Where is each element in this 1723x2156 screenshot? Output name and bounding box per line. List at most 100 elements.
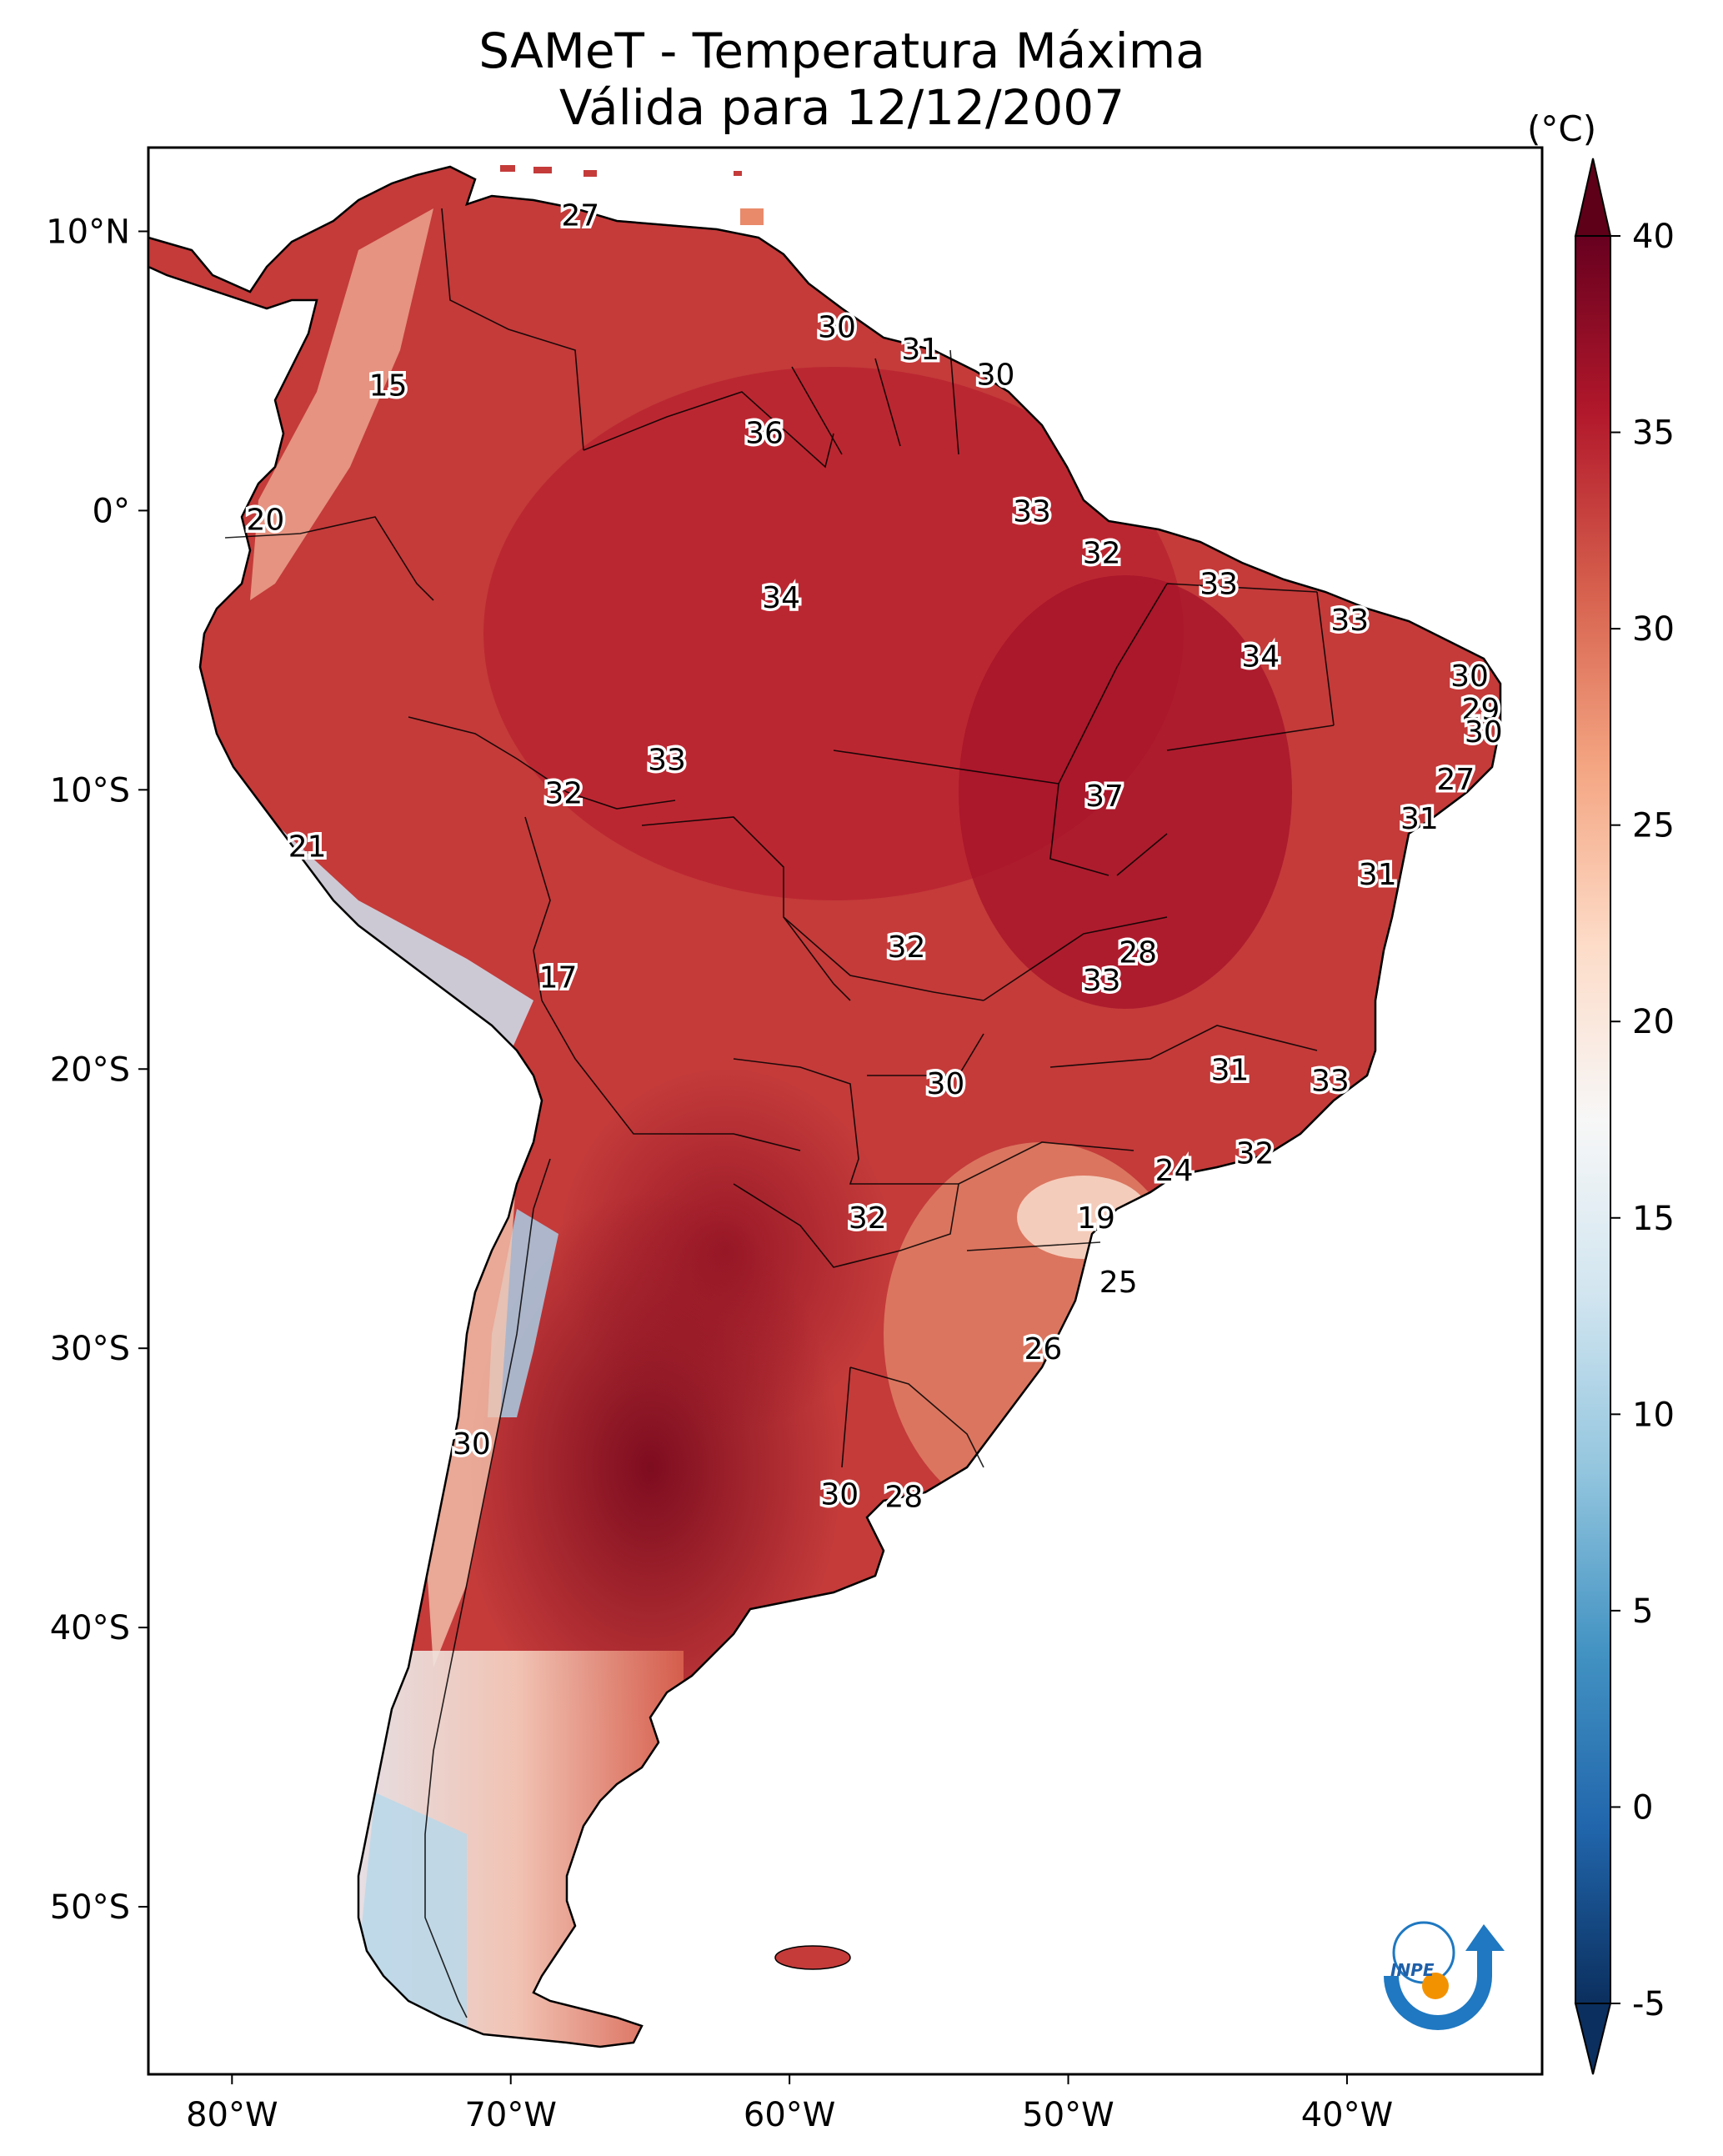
- border-bolivia-brazil: [641, 816, 851, 1001]
- temperature-label: 33: [1013, 494, 1051, 529]
- colorbar-tick-label: 35: [1632, 414, 1675, 453]
- colorbar-unit: (°C): [1527, 108, 1597, 149]
- temperature-label: 33: [1311, 1065, 1350, 1099]
- temperature-label: 31: [1400, 802, 1439, 836]
- temperature-label: 28: [884, 1481, 923, 1515]
- temperature-label: 30: [453, 1427, 491, 1462]
- temperature-label: 30: [926, 1067, 964, 1101]
- colorbar-body: [1575, 235, 1611, 2004]
- border-argentina-chile: [424, 1158, 551, 2018]
- temperature-label: 33: [648, 743, 686, 777]
- caribbean-islet: [584, 170, 597, 177]
- temperature-label: 30: [820, 1477, 859, 1512]
- hot-core-chaco: [558, 1067, 892, 1434]
- coastline: [147, 165, 1502, 2048]
- border-ecuador: [224, 516, 434, 601]
- inpe-logo: INPE: [1384, 1921, 1505, 2030]
- logo-text: INPE: [1390, 1960, 1435, 1980]
- colorbar-tick-label: 10: [1632, 1396, 1675, 1434]
- temperature-label: 26: [1024, 1332, 1063, 1366]
- border-venezuela-brazil: [583, 391, 834, 469]
- logo-sun: [1422, 1973, 1449, 1999]
- caribbean-islet: [500, 165, 515, 172]
- map-subtitle: Válida para 12/12/2007: [558, 79, 1125, 136]
- temperature-label: 32: [888, 930, 926, 965]
- colorbar: 40 35 30 25 20 15 10 5 0 -5: [1574, 158, 1675, 2075]
- temperature-label: 32: [1236, 1137, 1275, 1171]
- x-tick-label: 80°W: [186, 2096, 278, 2134]
- x-tick-label: 50°W: [1022, 2096, 1114, 2134]
- temperature-label: 31: [901, 333, 939, 367]
- colorbar-tick-label: 5: [1632, 1592, 1653, 1631]
- border-bolivia-south: [541, 1000, 801, 1151]
- y-tick-label: 10°N: [46, 213, 130, 251]
- colorbar-tick-label: 20: [1632, 1003, 1675, 1041]
- border-peru-bolivia: [524, 816, 551, 1001]
- hot-core-brazil: [959, 575, 1292, 1009]
- temperature-label: 25: [1099, 1266, 1138, 1300]
- temperature-label: 24: [1155, 1154, 1194, 1188]
- andes-cold-strip-central: [488, 1209, 558, 1417]
- y-axis: 10°N 0° 10°S 20°S 30°S 40°S 50°S: [46, 213, 148, 1927]
- temperature-label: 31: [1211, 1053, 1250, 1087]
- andes-warm-strip-north: [250, 208, 433, 600]
- border-brazil-states: [783, 583, 1335, 1251]
- caribbean-islet: [740, 208, 764, 225]
- temperature-label: 32: [1083, 537, 1121, 571]
- temperature-label: 17: [539, 961, 578, 995]
- temperature-label: 15: [369, 369, 408, 404]
- x-tick-label: 60°W: [744, 2096, 835, 2134]
- temperature-label: 32: [544, 777, 583, 811]
- temperature-label: 34: [762, 581, 800, 615]
- y-tick-label: 10°S: [50, 771, 130, 810]
- map-title: SAMeT - Temperatura Máxima: [478, 23, 1205, 79]
- colorbar-tick-label: 30: [1632, 610, 1675, 649]
- temperature-label: 28: [1119, 936, 1157, 970]
- temperature-label: 27: [561, 198, 599, 233]
- falkland-islands: [774, 1945, 851, 1970]
- islands: [500, 165, 851, 1970]
- caribbean-islet: [533, 167, 552, 173]
- y-tick-label: 40°S: [50, 1609, 130, 1647]
- temperature-label: 32: [849, 1201, 887, 1236]
- colorbar-tick-label: 25: [1632, 807, 1675, 845]
- temperature-label: 31: [1359, 858, 1397, 892]
- x-axis: 80°W 70°W 60°W 50°W 40°W: [186, 2074, 1393, 2134]
- temperature-label: 33: [1330, 604, 1369, 638]
- y-tick-label: 20°S: [50, 1050, 130, 1089]
- border-uruguay: [841, 1366, 984, 1468]
- logo-swoosh: [1384, 1924, 1505, 2030]
- temperature-label: 34: [1241, 640, 1280, 674]
- x-tick-label: 70°W: [464, 2096, 556, 2134]
- temperature-label: 29: [1462, 693, 1500, 727]
- colorbar-extend-max: [1574, 158, 1612, 237]
- border-guianas: [791, 349, 959, 455]
- colorbar-extend-min: [1574, 2003, 1612, 2075]
- colorbar-tick-label: 0: [1632, 1788, 1653, 1827]
- temperature-label: 27: [1436, 763, 1475, 797]
- temperature-label: 20: [247, 503, 285, 537]
- colorbar-ticks: 40 35 30 25 20 15 10 5 0 -5: [1610, 218, 1675, 2023]
- colorbar-tick-label: 15: [1632, 1200, 1675, 1238]
- temperature-label: 36: [745, 417, 784, 451]
- temperature-label: 30: [818, 310, 856, 344]
- border-peru-brazil: [408, 716, 676, 810]
- temperature-label: 30: [977, 358, 1015, 392]
- border-venezuela-colombia: [441, 208, 584, 451]
- temperature-label: 33: [1200, 567, 1238, 601]
- temperature-label: 30: [1450, 659, 1489, 694]
- temperature-label: 37: [1085, 780, 1124, 814]
- chile-coast-strip: [425, 1167, 517, 1667]
- colorbar-tick-label: -5: [1632, 1985, 1665, 2023]
- country-borders: [224, 208, 1335, 2018]
- y-tick-label: 50°S: [50, 1888, 130, 1927]
- colorbar-tick-label: 40: [1632, 218, 1675, 256]
- y-tick-label: 30°S: [50, 1330, 130, 1368]
- temperature-label: 21: [288, 830, 327, 864]
- caribbean-islet: [734, 171, 742, 176]
- y-tick-label: 0°: [93, 492, 130, 530]
- x-tick-label: 40°W: [1301, 2096, 1393, 2134]
- temperature-label: 33: [1083, 964, 1121, 998]
